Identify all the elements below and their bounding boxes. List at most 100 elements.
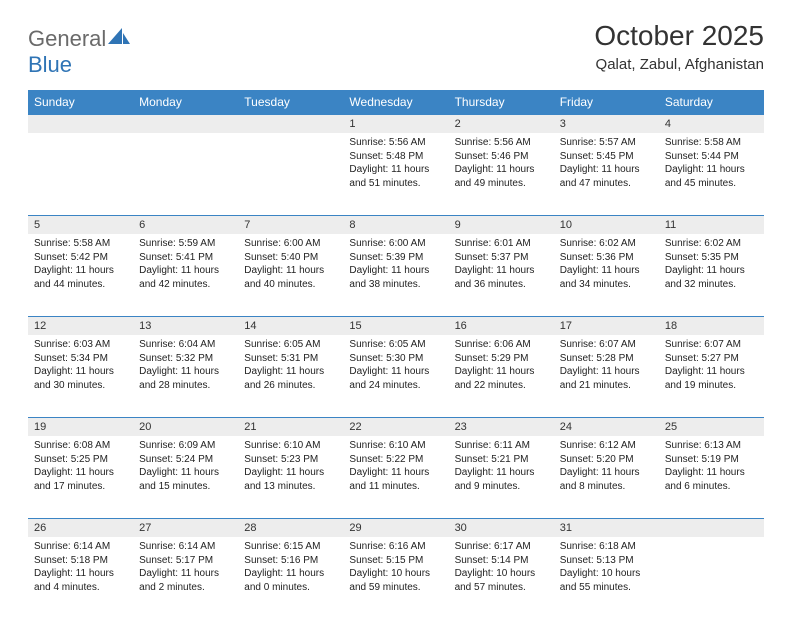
daylight-text: Daylight: 11 hours and 47 minutes. <box>560 163 653 190</box>
day-cell: Sunrise: 6:05 AMSunset: 5:31 PMDaylight:… <box>238 335 343 417</box>
day-number: 30 <box>449 518 554 537</box>
sunset-text: Sunset: 5:27 PM <box>665 352 758 366</box>
sunrise-text: Sunrise: 6:14 AM <box>34 540 127 554</box>
sunset-text: Sunset: 5:37 PM <box>455 251 548 265</box>
day-header: Wednesday <box>343 90 448 114</box>
day-number: 8 <box>343 215 448 234</box>
daylight-text: Daylight: 11 hours and 42 minutes. <box>139 264 232 291</box>
day-cell <box>133 133 238 215</box>
day-cell: Sunrise: 5:57 AMSunset: 5:45 PMDaylight:… <box>554 133 659 215</box>
sunset-text: Sunset: 5:19 PM <box>665 453 758 467</box>
day-number: 26 <box>28 518 133 537</box>
day-cell: Sunrise: 6:10 AMSunset: 5:23 PMDaylight:… <box>238 436 343 518</box>
sunrise-text: Sunrise: 6:12 AM <box>560 439 653 453</box>
sunrise-text: Sunrise: 6:10 AM <box>349 439 442 453</box>
day-cell: Sunrise: 5:58 AMSunset: 5:44 PMDaylight:… <box>659 133 764 215</box>
sunset-text: Sunset: 5:22 PM <box>349 453 442 467</box>
daylight-text: Daylight: 11 hours and 28 minutes. <box>139 365 232 392</box>
sunrise-text: Sunrise: 6:13 AM <box>665 439 758 453</box>
sunset-text: Sunset: 5:28 PM <box>560 352 653 366</box>
daylight-text: Daylight: 11 hours and 49 minutes. <box>455 163 548 190</box>
daylight-text: Daylight: 11 hours and 45 minutes. <box>665 163 758 190</box>
daylight-text: Daylight: 11 hours and 44 minutes. <box>34 264 127 291</box>
daylight-text: Daylight: 11 hours and 30 minutes. <box>34 365 127 392</box>
daylight-text: Daylight: 11 hours and 51 minutes. <box>349 163 442 190</box>
day-cell: Sunrise: 6:16 AMSunset: 5:15 PMDaylight:… <box>343 537 448 619</box>
sunrise-text: Sunrise: 5:58 AM <box>34 237 127 251</box>
day-number: 14 <box>238 316 343 335</box>
day-cell: Sunrise: 6:17 AMSunset: 5:14 PMDaylight:… <box>449 537 554 619</box>
day-number: 11 <box>659 215 764 234</box>
daylight-text: Daylight: 11 hours and 11 minutes. <box>349 466 442 493</box>
sunset-text: Sunset: 5:30 PM <box>349 352 442 366</box>
day-number: 18 <box>659 316 764 335</box>
day-number: 24 <box>554 417 659 436</box>
sunset-text: Sunset: 5:32 PM <box>139 352 232 366</box>
day-number: 2 <box>449 114 554 133</box>
day-number: 7 <box>238 215 343 234</box>
sunrise-text: Sunrise: 6:05 AM <box>244 338 337 352</box>
daylight-text: Daylight: 11 hours and 19 minutes. <box>665 365 758 392</box>
day-number: 5 <box>28 215 133 234</box>
daylight-text: Daylight: 10 hours and 59 minutes. <box>349 567 442 594</box>
daylight-text: Daylight: 11 hours and 15 minutes. <box>139 466 232 493</box>
day-number: 27 <box>133 518 238 537</box>
daylight-text: Daylight: 11 hours and 6 minutes. <box>665 466 758 493</box>
sail-icon <box>108 28 130 46</box>
daylight-text: Daylight: 11 hours and 4 minutes. <box>34 567 127 594</box>
sunrise-text: Sunrise: 5:56 AM <box>349 136 442 150</box>
location-label: Qalat, Zabul, Afghanistan <box>594 56 764 73</box>
sunset-text: Sunset: 5:41 PM <box>139 251 232 265</box>
day-number: 13 <box>133 316 238 335</box>
day-header: Monday <box>133 90 238 114</box>
day-cell: Sunrise: 6:03 AMSunset: 5:34 PMDaylight:… <box>28 335 133 417</box>
sunrise-text: Sunrise: 6:02 AM <box>665 237 758 251</box>
month-title: October 2025 <box>594 20 764 52</box>
sunset-text: Sunset: 5:35 PM <box>665 251 758 265</box>
day-cell: Sunrise: 6:00 AMSunset: 5:39 PMDaylight:… <box>343 234 448 316</box>
day-number <box>659 518 764 537</box>
daylight-text: Daylight: 11 hours and 8 minutes. <box>560 466 653 493</box>
sunset-text: Sunset: 5:18 PM <box>34 554 127 568</box>
day-number: 28 <box>238 518 343 537</box>
day-number: 25 <box>659 417 764 436</box>
sunrise-text: Sunrise: 6:16 AM <box>349 540 442 554</box>
sunset-text: Sunset: 5:45 PM <box>560 150 653 164</box>
sunrise-text: Sunrise: 6:17 AM <box>455 540 548 554</box>
sunrise-text: Sunrise: 6:06 AM <box>455 338 548 352</box>
day-header: Sunday <box>28 90 133 114</box>
sunrise-text: Sunrise: 5:59 AM <box>139 237 232 251</box>
day-cell: Sunrise: 6:13 AMSunset: 5:19 PMDaylight:… <box>659 436 764 518</box>
sunset-text: Sunset: 5:40 PM <box>244 251 337 265</box>
daylight-text: Daylight: 10 hours and 57 minutes. <box>455 567 548 594</box>
day-cell: Sunrise: 6:07 AMSunset: 5:28 PMDaylight:… <box>554 335 659 417</box>
brand-part2: Blue <box>28 52 72 77</box>
daylight-text: Daylight: 11 hours and 36 minutes. <box>455 264 548 291</box>
day-number <box>28 114 133 133</box>
day-cell: Sunrise: 6:15 AMSunset: 5:16 PMDaylight:… <box>238 537 343 619</box>
day-header: Saturday <box>659 90 764 114</box>
sunrise-text: Sunrise: 6:00 AM <box>244 237 337 251</box>
day-cell: Sunrise: 5:58 AMSunset: 5:42 PMDaylight:… <box>28 234 133 316</box>
day-number: 15 <box>343 316 448 335</box>
day-cell: Sunrise: 6:05 AMSunset: 5:30 PMDaylight:… <box>343 335 448 417</box>
sunset-text: Sunset: 5:44 PM <box>665 150 758 164</box>
day-cell: Sunrise: 6:18 AMSunset: 5:13 PMDaylight:… <box>554 537 659 619</box>
calendar-table: SundayMondayTuesdayWednesdayThursdayFrid… <box>28 90 764 619</box>
sunrise-text: Sunrise: 6:04 AM <box>139 338 232 352</box>
sunrise-text: Sunrise: 6:09 AM <box>139 439 232 453</box>
daylight-text: Daylight: 11 hours and 22 minutes. <box>455 365 548 392</box>
day-cell: Sunrise: 6:08 AMSunset: 5:25 PMDaylight:… <box>28 436 133 518</box>
day-number: 22 <box>343 417 448 436</box>
sunset-text: Sunset: 5:31 PM <box>244 352 337 366</box>
sunset-text: Sunset: 5:25 PM <box>34 453 127 467</box>
sunset-text: Sunset: 5:29 PM <box>455 352 548 366</box>
brand-part1: General <box>28 26 106 51</box>
day-cell <box>238 133 343 215</box>
day-cell: Sunrise: 6:06 AMSunset: 5:29 PMDaylight:… <box>449 335 554 417</box>
day-cell: Sunrise: 6:07 AMSunset: 5:27 PMDaylight:… <box>659 335 764 417</box>
sunrise-text: Sunrise: 6:07 AM <box>560 338 653 352</box>
day-header: Thursday <box>449 90 554 114</box>
daylight-text: Daylight: 11 hours and 24 minutes. <box>349 365 442 392</box>
sunrise-text: Sunrise: 5:56 AM <box>455 136 548 150</box>
